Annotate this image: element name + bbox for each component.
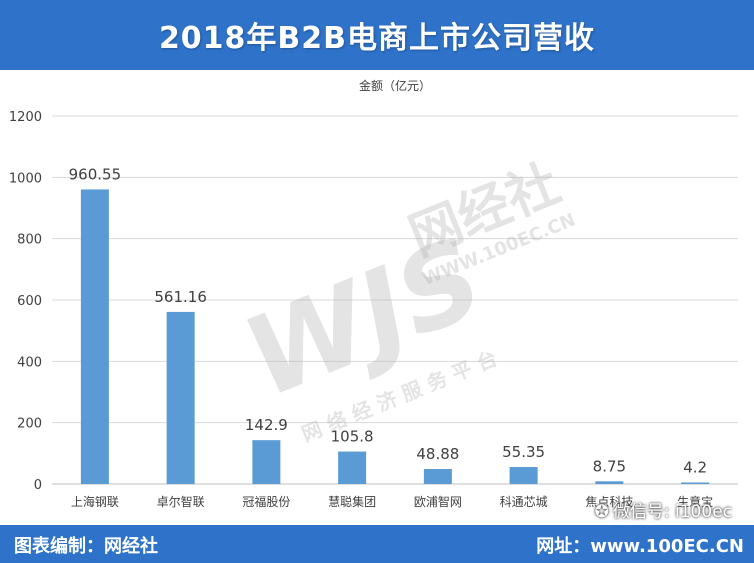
wechat-id-label: 微信号: i100ec [612,502,732,522]
y-tick-label: 400 [17,355,42,370]
y-tick-label: 1200 [9,110,42,125]
y-tick-label: 0 [34,478,42,493]
x-tick-label: 焦点科技 [585,495,633,509]
bar [595,481,624,484]
footer-credit: 图表编制：网经社 [14,536,158,557]
chart-area: WJS 网经社 WWW.100EC.CN 网 络 经 济 服 务 平 台 金额（亿元）… [0,70,754,525]
data-label: 4.2 [683,459,707,477]
footer-url: 网址：www.100EC.CN [536,536,744,557]
wechat-watermark: ✪ 微信号: i100ec [595,497,732,522]
y-tick-label: 200 [17,417,42,432]
bar [338,451,367,484]
bar [509,467,538,484]
bar [423,469,452,484]
x-tick-label: 生意宝 [677,494,713,509]
data-label: 142.9 [245,416,288,434]
data-label: 561.16 [154,288,207,306]
footer-banner: 图表编制：网经社 网址：www.100EC.CN [0,525,754,563]
data-label: 48.88 [416,445,459,463]
x-tick-label: 欧浦智网 [414,494,462,509]
x-tick-label: 科通芯城 [500,495,548,509]
bar-layer [80,189,710,484]
data-label: 8.75 [593,457,626,475]
x-tick-label: 冠福股份 [242,494,290,509]
chart-title: 金额（亿元） [359,78,431,93]
header-banner: 2018年B2B电商上市公司营收 [0,0,754,70]
page-title: 2018年B2B电商上市公司营收 [158,21,596,56]
bar [166,311,195,484]
y-tick-label: 800 [17,233,42,248]
bar [681,482,710,484]
y-tick-label: 600 [17,294,42,309]
data-label: 55.35 [502,443,545,461]
x-tick-label: 卓尔智联 [157,494,205,509]
x-tick-label: 上海钢联 [71,494,119,509]
data-label: 960.55 [69,165,122,183]
bar [252,440,281,484]
data-label: 105.8 [331,428,374,446]
bar [80,189,109,484]
label-layer: 金额（亿元） 0 200 400 600 800 1000 1200 960.55 上海钢联 561… [9,78,713,509]
x-tick-label: 慧聪集团 [328,494,376,509]
grid-layer [52,115,738,485]
y-tick-label: 1000 [9,171,42,186]
wechat-icon: ✪ [594,502,609,522]
